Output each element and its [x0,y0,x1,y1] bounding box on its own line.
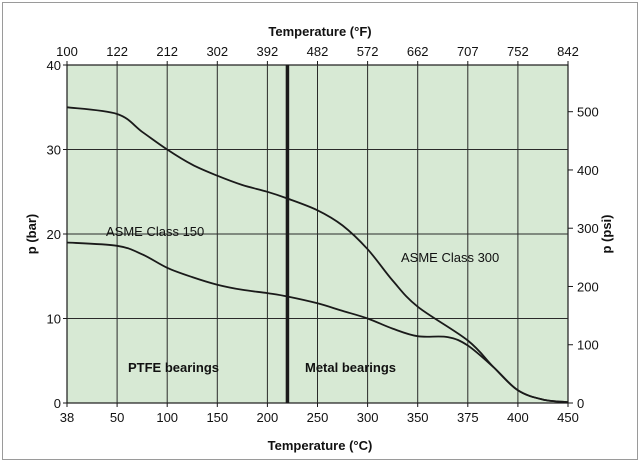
x-tick-label: 200 [257,410,279,425]
x-tick-label: 300 [357,410,379,425]
label-ptfe-bearings: PTFE bearings [128,360,219,375]
y2-tick-label: 300 [577,221,599,236]
x2-tick-label: 842 [557,44,579,59]
x-tick-label: 400 [507,410,529,425]
label-class-300: ASME Class 300 [401,250,499,265]
x2-tick-label: 572 [357,44,379,59]
y2-tick-label: 0 [577,396,584,411]
grid-lines [67,65,568,403]
y-tick-label: 0 [54,396,61,411]
x2-tick-label: 392 [257,44,279,59]
x2-tick-label: 482 [307,44,329,59]
top-axis-title: Temperature (°F) [268,24,371,39]
chart-frame [2,2,638,460]
x-tick-label: 450 [557,410,579,425]
y-tick-label: 30 [47,143,61,158]
x2-tick-label: 752 [507,44,529,59]
x-tick-label: 250 [307,410,329,425]
y-axis-title: p (bar) [24,214,39,254]
x-tick-label: 350 [407,410,429,425]
tick-marks [63,61,573,407]
y-tick-label: 20 [47,227,61,242]
x2-tick-label: 100 [56,44,78,59]
x2-tick-label: 707 [457,44,479,59]
x2-tick-label: 212 [156,44,178,59]
x2-tick-label: 662 [407,44,429,59]
y2-tick-label: 400 [577,163,599,178]
x2-tick-label: 302 [206,44,228,59]
x-tick-label: 150 [206,410,228,425]
label-metal-bearings: Metal bearings [305,360,396,375]
x-tick-label: 375 [457,410,479,425]
series-lines [66,106,569,404]
x-tick-label: 38 [60,410,74,425]
x-tick-label: 50 [110,410,124,425]
x-tick-label: 100 [156,410,178,425]
y2-tick-label: 500 [577,105,599,120]
y2-axis-title: p (psi) [599,215,614,254]
y2-tick-label: 100 [577,338,599,353]
label-class-150: ASME Class 150 [106,224,204,239]
x2-tick-label: 122 [106,44,128,59]
y-tick-label: 10 [47,312,61,327]
tick-labels: 3810050122100212150302200392250482300572… [47,44,599,425]
y2-tick-label: 200 [577,279,599,294]
series-line-asme-class-150 [66,241,569,404]
y-tick-label: 40 [47,58,61,73]
x-axis-title: Temperature (°C) [268,438,373,453]
